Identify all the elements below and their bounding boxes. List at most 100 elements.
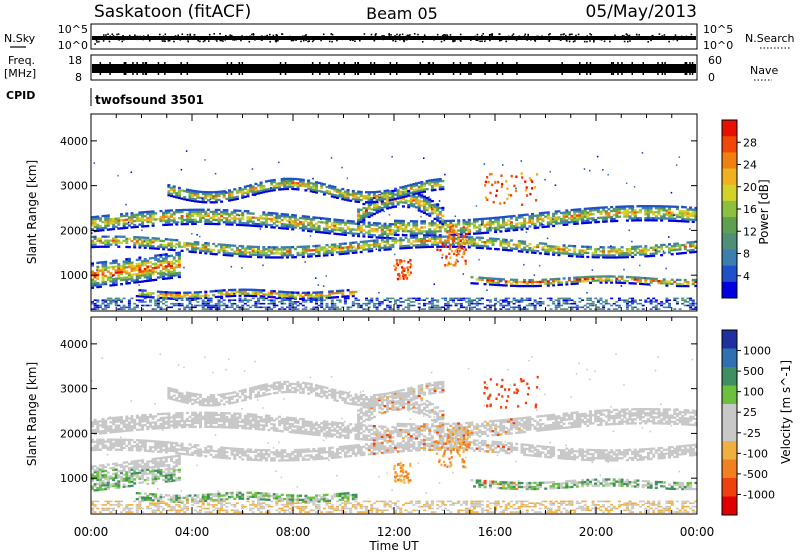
field-cell	[267, 293, 271, 296]
field-cell	[307, 216, 309, 219]
field-cell	[399, 221, 403, 225]
field-cell	[262, 254, 266, 257]
field-cell	[694, 212, 697, 216]
field-cell	[467, 302, 471, 305]
field-cell	[370, 212, 374, 215]
field-cell	[386, 304, 390, 307]
field-cell	[375, 222, 379, 225]
field-cell	[578, 301, 582, 303]
field-cell	[380, 240, 384, 243]
field-cell	[668, 282, 671, 285]
field-cell	[618, 297, 621, 300]
field-cell	[201, 216, 205, 219]
field-cell	[201, 243, 205, 247]
field-cell	[512, 214, 516, 218]
field-cell	[488, 239, 492, 242]
field-cell	[552, 282, 556, 285]
field-cell	[177, 273, 181, 277]
field-cell	[143, 272, 147, 275]
field-cell	[325, 244, 329, 247]
field-cell	[618, 306, 621, 309]
field-cell	[625, 252, 629, 255]
field-cell	[531, 278, 534, 282]
field-cell	[106, 228, 110, 231]
field-cell	[639, 264, 641, 267]
field-cell	[91, 239, 94, 243]
field-cell	[322, 285, 325, 287]
field-cell	[544, 225, 548, 228]
field-cell	[199, 210, 202, 213]
field-cell	[586, 251, 590, 255]
field-cell	[170, 302, 173, 305]
field-cell	[430, 224, 434, 227]
field-cell	[423, 157, 425, 159]
field-cell	[612, 275, 616, 278]
field-cell	[581, 280, 585, 283]
field-cell	[623, 252, 627, 255]
field-cell	[125, 272, 129, 275]
field-cell	[646, 213, 650, 216]
field-cell	[631, 209, 635, 212]
field-cell	[206, 248, 210, 251]
field-cell	[639, 249, 642, 252]
field-cell	[191, 244, 195, 247]
field-cell	[217, 218, 221, 222]
field-cell	[386, 191, 390, 194]
field-cell	[594, 250, 598, 253]
field-cell	[233, 215, 237, 218]
field-cell	[683, 220, 687, 223]
field-cell	[133, 269, 137, 272]
field-cell	[304, 249, 308, 252]
field-cell	[104, 224, 108, 227]
field-cell	[230, 192, 234, 196]
field-cell	[177, 190, 181, 194]
field-cell	[528, 215, 532, 218]
field-cell	[441, 235, 445, 238]
field-cell	[156, 237, 160, 240]
field-cell	[141, 289, 145, 292]
field-cell	[309, 224, 313, 227]
field-cell	[322, 254, 326, 257]
freq-point	[586, 62, 588, 75]
field-cell	[301, 180, 305, 183]
field-cell	[235, 306, 239, 309]
field-cell	[283, 223, 287, 226]
field-cell	[127, 278, 131, 281]
field-cell	[183, 291, 187, 294]
field-cell	[639, 302, 642, 305]
noise-point	[105, 34, 107, 36]
field-cell	[185, 297, 189, 300]
field-cell	[465, 236, 469, 239]
field-cell	[531, 304, 534, 307]
field-cell	[646, 277, 650, 280]
field-cell	[560, 297, 563, 300]
field-cell	[201, 294, 205, 298]
field-cell	[338, 246, 341, 249]
field-cell	[420, 230, 424, 233]
field-cell	[270, 252, 274, 255]
field-cell	[170, 262, 173, 265]
field-cell	[541, 219, 545, 223]
field-cell	[259, 250, 263, 253]
field-cell	[602, 250, 606, 253]
field-cell	[673, 219, 677, 222]
field-cell	[212, 218, 216, 222]
noise-point	[204, 39, 206, 42]
field-cell	[678, 213, 682, 217]
field-cell	[678, 282, 682, 286]
field-cell	[101, 221, 105, 224]
field-cell	[96, 281, 100, 285]
field-cell	[338, 301, 342, 303]
field-cell	[230, 223, 234, 226]
field-cell	[114, 225, 118, 228]
noise-point	[394, 35, 396, 37]
field-cell	[315, 191, 318, 194]
field-cell	[233, 288, 237, 291]
field-cell	[172, 304, 176, 307]
field-cell	[644, 255, 648, 258]
field-cell	[301, 247, 305, 250]
field-cell	[130, 275, 134, 278]
field-cell	[578, 278, 582, 281]
field-cell	[333, 245, 337, 248]
